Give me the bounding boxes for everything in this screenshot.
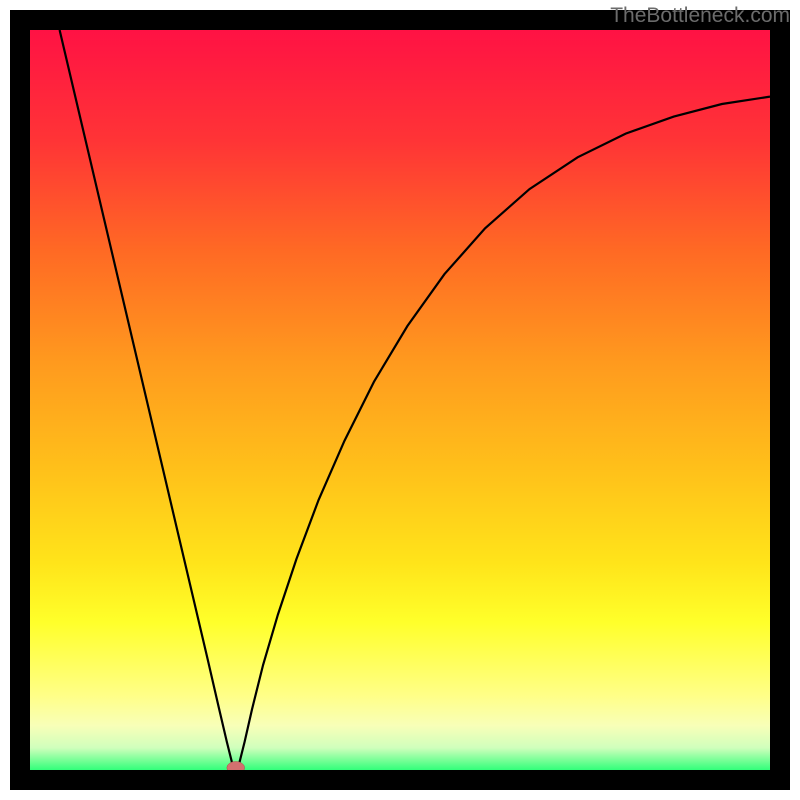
gradient-background [30, 30, 770, 770]
chart-svg [0, 0, 800, 800]
bottleneck-chart: TheBottleneck.com [0, 0, 800, 800]
watermark-text: TheBottleneck.com [610, 4, 790, 28]
